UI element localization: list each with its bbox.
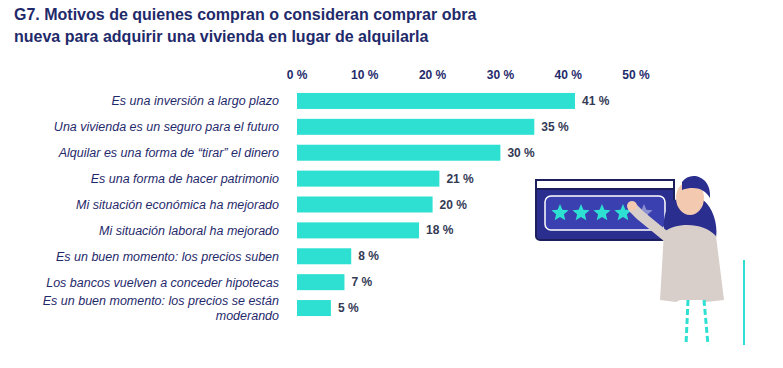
window-bar xyxy=(536,180,674,189)
star xyxy=(593,204,610,220)
category-label: Mi situación laboral ha mejorado xyxy=(99,224,279,238)
tick-label: 0 % xyxy=(287,68,308,82)
x-axis: 0 % 10 % 20 % 30 % 40 % 50 % xyxy=(287,68,650,82)
hand xyxy=(627,201,637,211)
bar xyxy=(297,197,433,213)
star xyxy=(551,204,568,220)
bar xyxy=(297,248,351,264)
text-line: Los bancos vuelven a conceder hipotecas xyxy=(46,276,279,290)
text-line: nueva para adquirir una vivienda en luga… xyxy=(14,28,428,45)
leg xyxy=(686,300,688,345)
data-label: 18 % xyxy=(426,223,454,237)
text-line: Es una forma de hacer patrimonio xyxy=(91,172,279,186)
hair-top xyxy=(682,176,710,198)
data-label: 35 % xyxy=(541,120,569,134)
window xyxy=(536,180,674,240)
text-line: Alquilar es una forma de “tirar” el dine… xyxy=(58,146,279,160)
text-line: G7. Motivos de quienes compran o conside… xyxy=(14,6,476,23)
chart: G7. Motivos de quienes compran o conside… xyxy=(0,0,783,368)
star xyxy=(572,204,589,220)
bar xyxy=(297,171,439,187)
decor-line xyxy=(743,260,745,345)
data-label: 21 % xyxy=(446,172,474,186)
category-label: Los bancos vuelven a conceder hipotecas xyxy=(46,276,279,290)
text-line: Mi situación laboral ha mejorado xyxy=(99,224,279,238)
text-line: Es un buen momento: los precios suben xyxy=(56,250,279,264)
tick-label: 20 % xyxy=(419,68,447,82)
category-label: Alquilar es una forma de “tirar” el dine… xyxy=(58,146,279,160)
illustration xyxy=(536,176,744,345)
bar xyxy=(297,300,331,316)
category-label: Es una inversión a largo plazo xyxy=(112,94,280,108)
data-label: 7 % xyxy=(351,275,372,289)
bar xyxy=(297,119,534,135)
text-line: Es una inversión a largo plazo xyxy=(112,94,280,108)
category-label: Es un buen momento: los precios se están… xyxy=(43,294,279,323)
text-line: Mi situación económica ha mejorado xyxy=(76,198,279,212)
text-line: Es un buen momento: los precios se están xyxy=(43,294,279,308)
data-label: 8 % xyxy=(358,249,379,263)
data-label: 5 % xyxy=(338,301,359,315)
leg xyxy=(704,300,708,345)
category-label: Mi situación económica ha mejorado xyxy=(76,198,279,212)
category-label: Una vivienda es un seguro para el futuro xyxy=(54,120,279,134)
category-label: Es una forma de hacer patrimonio xyxy=(91,172,279,186)
data-label: 20 % xyxy=(440,198,468,212)
labels: Es una inversión a largo plazo 41 % Una vi… xyxy=(43,94,610,323)
bar xyxy=(297,222,419,238)
tick-label: 30 % xyxy=(487,68,515,82)
bar xyxy=(297,145,500,161)
tick-label: 50 % xyxy=(622,68,650,82)
title: G7. Motivos de quienes compran o conside… xyxy=(14,6,476,45)
data-label: 30 % xyxy=(507,146,535,160)
bars xyxy=(297,93,575,316)
text-line: Una vivienda es un seguro para el futuro xyxy=(54,120,279,134)
tick-label: 10 % xyxy=(351,68,379,82)
bar xyxy=(297,93,575,109)
category-label: Es un buen momento: los precios suben xyxy=(56,250,279,264)
tick-label: 40 % xyxy=(555,68,583,82)
data-label: 41 % xyxy=(582,94,610,108)
arm xyxy=(633,208,668,238)
text-line: moderando xyxy=(216,309,279,323)
bar xyxy=(297,274,344,290)
